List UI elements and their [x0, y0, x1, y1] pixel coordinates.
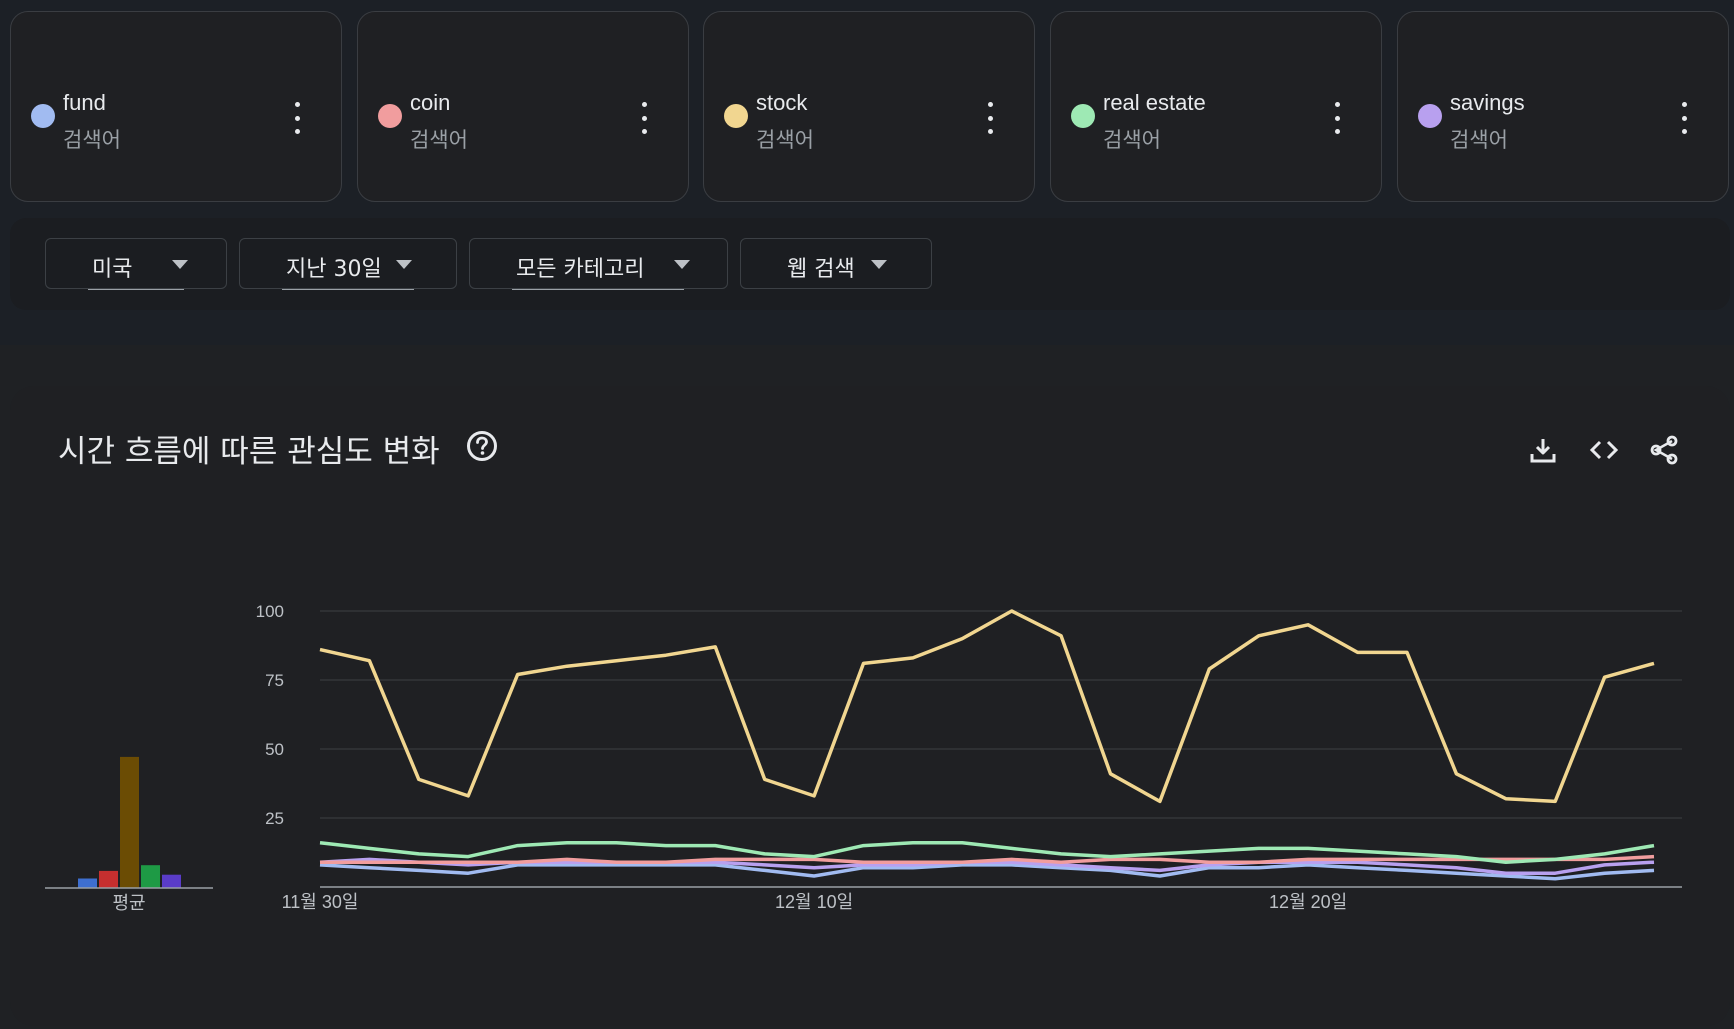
average-bar-savings: [162, 874, 181, 888]
region-filter-label: 미국: [92, 257, 133, 282]
y-tick-label: 50: [265, 740, 284, 759]
filter-underline: [282, 289, 414, 290]
download-icon[interactable]: [1527, 434, 1559, 466]
more-vert-icon[interactable]: [984, 102, 996, 134]
term-card-fund[interactable]: fund 검색어: [10, 11, 342, 202]
filter-bar: [10, 218, 1730, 310]
filter-underline: [88, 289, 184, 290]
caret-down-icon: [871, 260, 887, 269]
y-tick-label: 100: [256, 602, 284, 621]
term-name: fund: [63, 90, 106, 115]
x-tick-label: 11월 30일: [282, 892, 359, 912]
series-line-stock: [319, 609, 1655, 804]
interest-over-time-card: [10, 386, 1730, 1026]
x-tick-label: 12월 10일: [775, 892, 853, 912]
average-bar-coin: [99, 870, 118, 888]
average-bar-stock: [120, 756, 139, 888]
term-type: 검색어: [1103, 128, 1161, 152]
search-type-filter[interactable]: 웹 검색: [740, 238, 932, 289]
term-color-dot: [1071, 104, 1095, 128]
term-card-coin[interactable]: coin 검색어: [357, 11, 689, 202]
average-label: 평균: [112, 893, 145, 913]
y-tick-label: 75: [265, 671, 284, 690]
help-circle-icon[interactable]: [466, 430, 498, 462]
embed-code-icon[interactable]: [1588, 434, 1620, 466]
average-bar-real-estate: [141, 865, 160, 888]
term-color-dot: [724, 104, 748, 128]
caret-down-icon: [172, 260, 188, 269]
interest-line-chart: 25 50 75 100 11월 30일 12월 10일 12월 20일: [256, 602, 1682, 912]
average-bar-chart: 평균: [45, 756, 213, 913]
term-name: stock: [756, 90, 808, 115]
search-type-filter-label: 웹 검색: [787, 257, 855, 282]
term-color-dot: [31, 104, 55, 128]
average-bar-fund: [78, 878, 97, 888]
series-line-fund: [319, 863, 1655, 881]
term-color-dot: [378, 104, 402, 128]
chart-title: 시간 흐름에 따른 관심도 변화: [58, 434, 440, 470]
time-range-filter[interactable]: 지난 30일: [239, 238, 457, 290]
term-color-dot: [1418, 104, 1442, 128]
y-tick-label: 25: [265, 809, 284, 828]
term-type: 검색어: [410, 128, 468, 152]
term-name: coin: [410, 90, 451, 115]
term-type: 검색어: [63, 128, 121, 152]
category-filter-label: 모든 카테고리: [516, 257, 645, 282]
x-tick-label: 12월 20일: [1269, 892, 1347, 912]
term-card-real-estate[interactable]: real estate 검색어: [1050, 11, 1382, 202]
more-vert-icon[interactable]: [291, 102, 303, 134]
term-card-savings[interactable]: savings 검색어: [1397, 11, 1729, 202]
caret-down-icon: [674, 260, 690, 269]
filter-underline: [512, 289, 684, 290]
region-filter[interactable]: 미국: [45, 238, 227, 290]
category-filter[interactable]: 모든 카테고리: [469, 238, 728, 290]
term-type: 검색어: [1450, 128, 1508, 152]
term-name: real estate: [1103, 90, 1206, 115]
more-vert-icon[interactable]: [638, 102, 650, 134]
share-icon[interactable]: [1648, 434, 1680, 466]
more-vert-icon[interactable]: [1678, 102, 1690, 134]
term-card-stock[interactable]: stock 검색어: [703, 11, 1035, 202]
time-range-filter-label: 지난 30일: [286, 257, 382, 282]
more-vert-icon[interactable]: [1331, 102, 1343, 134]
series-line-coin: [320, 854, 1655, 864]
term-type: 검색어: [756, 128, 814, 152]
term-name: savings: [1450, 90, 1525, 115]
series-line-real-estate: [319, 841, 1655, 864]
caret-down-icon: [396, 260, 412, 269]
